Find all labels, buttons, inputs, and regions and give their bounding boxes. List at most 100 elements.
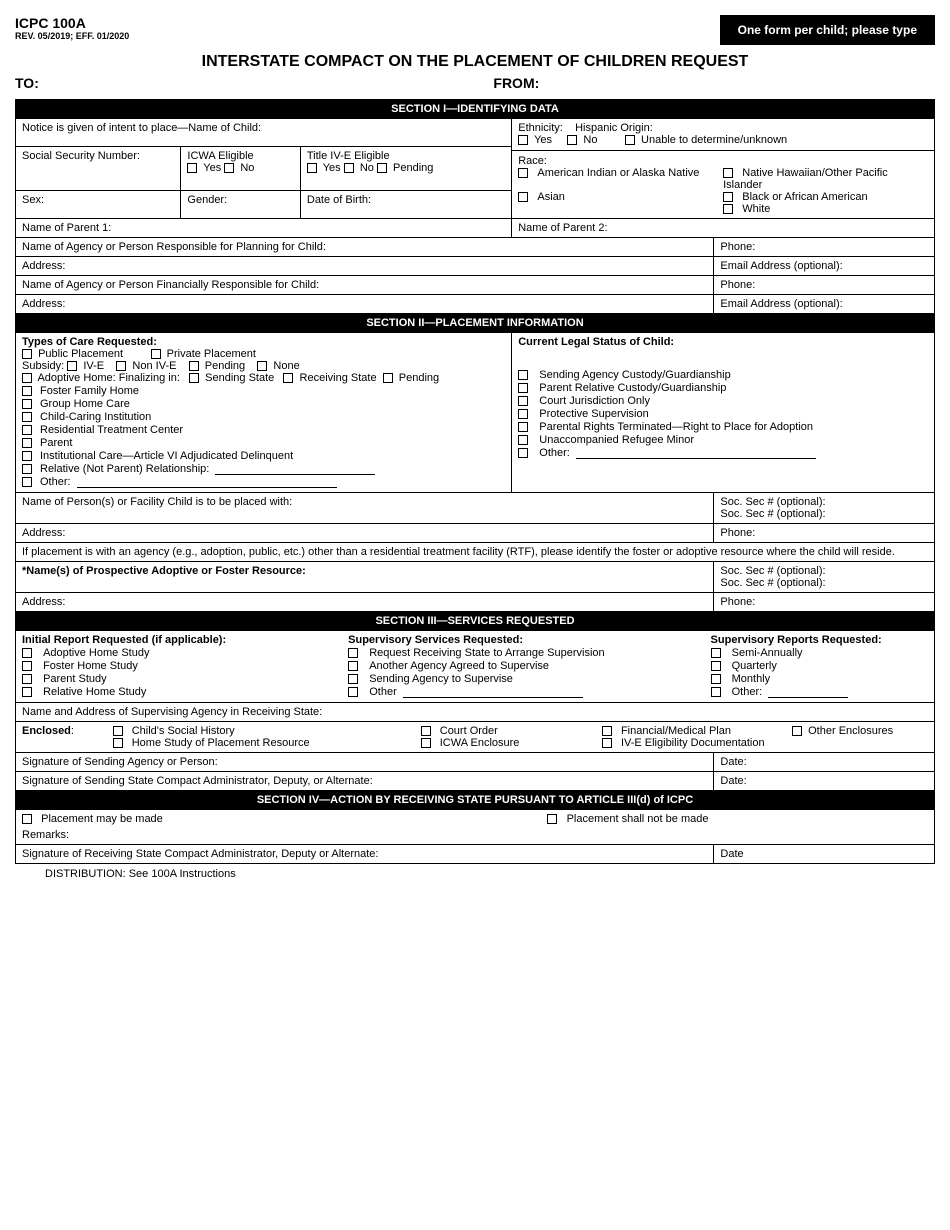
legal1-checkbox[interactable] [518, 370, 528, 380]
sr2-checkbox[interactable] [711, 661, 721, 671]
to-from-row: TO: FROM: [15, 75, 935, 91]
parent1-label: Name of Parent 1: [22, 222, 111, 234]
to-label: TO: [15, 75, 493, 91]
cci-checkbox[interactable] [22, 412, 32, 422]
icwa-no-checkbox[interactable] [224, 163, 234, 173]
legal2-checkbox[interactable] [518, 383, 528, 393]
sr1-checkbox[interactable] [711, 648, 721, 658]
icwa-yes-checkbox[interactable] [187, 163, 197, 173]
i1-checkbox[interactable] [22, 648, 32, 658]
parent-checkbox[interactable] [22, 438, 32, 448]
iv-pending-checkbox[interactable] [377, 163, 387, 173]
e1-checkbox[interactable] [113, 726, 123, 736]
iv-yes-checkbox[interactable] [307, 163, 317, 173]
legal3-checkbox[interactable] [518, 396, 528, 406]
phone2-label: Phone: [720, 279, 755, 291]
form-title: INTERSTATE COMPACT ON THE PLACEMENT OF C… [15, 53, 935, 71]
race-white-checkbox[interactable] [723, 204, 733, 214]
subsidy-nonive-checkbox[interactable] [116, 361, 126, 371]
iv-no-checkbox[interactable] [344, 163, 354, 173]
sr4-checkbox[interactable] [711, 687, 721, 697]
sex-label: Sex: [22, 194, 44, 206]
legal-label: Current Legal Status of Child: [518, 336, 928, 348]
ethnicity-label: Ethnicity: [518, 122, 563, 134]
foster-checkbox[interactable] [22, 386, 32, 396]
section3-header: SECTION III—SERVICES REQUESTED [16, 612, 935, 631]
enclosed-label: Enclosed [22, 725, 71, 737]
remarks-label: Remarks: [22, 829, 69, 841]
section2-header: SECTION II—PLACEMENT INFORMATION [16, 314, 935, 333]
legal6-checkbox[interactable] [518, 435, 528, 445]
legal-other-line[interactable] [576, 458, 816, 459]
address-label: Address: [22, 260, 65, 272]
race-ai-checkbox[interactable] [518, 168, 528, 178]
e4-checkbox[interactable] [792, 726, 802, 736]
legal4-checkbox[interactable] [518, 409, 528, 419]
relative-line[interactable] [215, 474, 375, 475]
e7-checkbox[interactable] [602, 738, 612, 748]
rtc-checkbox[interactable] [22, 425, 32, 435]
form-table: SECTION I—IDENTIFYING DATA Notice is giv… [15, 99, 935, 864]
titleiv-label: Title IV-E Eligible [307, 150, 390, 162]
inst-checkbox[interactable] [22, 451, 32, 461]
public-checkbox[interactable] [22, 349, 32, 359]
placement-may-checkbox[interactable] [22, 814, 32, 824]
group-checkbox[interactable] [22, 399, 32, 409]
sr3-checkbox[interactable] [711, 674, 721, 684]
ss1-checkbox[interactable] [348, 648, 358, 658]
sending-checkbox[interactable] [189, 373, 199, 383]
e3-checkbox[interactable] [602, 726, 612, 736]
subsidy-ive-checkbox[interactable] [67, 361, 77, 371]
section4-header: SECTION IV—ACTION BY RECEIVING STATE PUR… [16, 791, 935, 810]
race-asian-checkbox[interactable] [518, 192, 528, 202]
types-label: Types of Care Requested: [22, 336, 505, 348]
i3-checkbox[interactable] [22, 674, 32, 684]
parent2-label: Name of Parent 2: [518, 222, 607, 234]
agency-plan-label: Name of Agency or Person Responsible for… [22, 241, 326, 253]
other-care-line[interactable] [77, 487, 337, 488]
ss-other-line[interactable] [403, 697, 583, 698]
race-black-checkbox[interactable] [723, 192, 733, 202]
legal-other-checkbox[interactable] [518, 448, 528, 458]
ss2-checkbox[interactable] [348, 661, 358, 671]
hispanic-no-checkbox[interactable] [567, 135, 577, 145]
e6-checkbox[interactable] [421, 738, 431, 748]
relative-checkbox[interactable] [22, 464, 32, 474]
race-nh-checkbox[interactable] [723, 168, 733, 178]
sig2-label: Signature of Sending State Compact Admin… [22, 775, 373, 787]
phone-label: Phone: [720, 241, 755, 253]
revision: REV. 05/2019; EFF. 01/2020 [15, 31, 129, 41]
race-label: Race: [518, 155, 547, 167]
hispanic-yes-checkbox[interactable] [518, 135, 528, 145]
form-id: ICPC 100A [15, 15, 129, 31]
other-care-checkbox[interactable] [22, 477, 32, 487]
receiving-checkbox[interactable] [283, 373, 293, 383]
legal5-checkbox[interactable] [518, 422, 528, 432]
address2-label: Address: [22, 298, 65, 310]
agency-fin-label: Name of Agency or Person Financially Res… [22, 279, 319, 291]
adopt-pending-checkbox[interactable] [383, 373, 393, 383]
ss3-checkbox[interactable] [348, 674, 358, 684]
subsidy-none-checkbox[interactable] [257, 361, 267, 371]
placement-not-checkbox[interactable] [547, 814, 557, 824]
sr-other-line[interactable] [768, 697, 848, 698]
e2-checkbox[interactable] [421, 726, 431, 736]
private-checkbox[interactable] [151, 349, 161, 359]
placement-address-label: Address: [22, 527, 65, 539]
notice-label: Notice is given of intent to place—Name … [22, 122, 261, 134]
e5-checkbox[interactable] [113, 738, 123, 748]
page-header: ICPC 100A REV. 05/2019; EFF. 01/2020 One… [15, 15, 935, 45]
sig1-label: Signature of Sending Agency or Person: [22, 756, 218, 768]
placement-name-label: Name of Person(s) or Facility Child is t… [22, 496, 292, 508]
ss4-checkbox[interactable] [348, 687, 358, 697]
adoptive-checkbox[interactable] [22, 373, 32, 383]
i4-checkbox[interactable] [22, 687, 32, 697]
sig4-label: Signature of Receiving State Compact Adm… [22, 848, 378, 860]
subsidy-pending-checkbox[interactable] [189, 361, 199, 371]
initial-label: Initial Report Requested (if applicable)… [22, 634, 348, 646]
hispanic-unable-checkbox[interactable] [625, 135, 635, 145]
sup-agency-label: Name and Address of Supervising Agency i… [22, 706, 322, 718]
section1-header: SECTION I—IDENTIFYING DATA [16, 100, 935, 119]
prospective-label: *Name(s) of Prospective Adoptive or Fost… [22, 565, 306, 577]
i2-checkbox[interactable] [22, 661, 32, 671]
